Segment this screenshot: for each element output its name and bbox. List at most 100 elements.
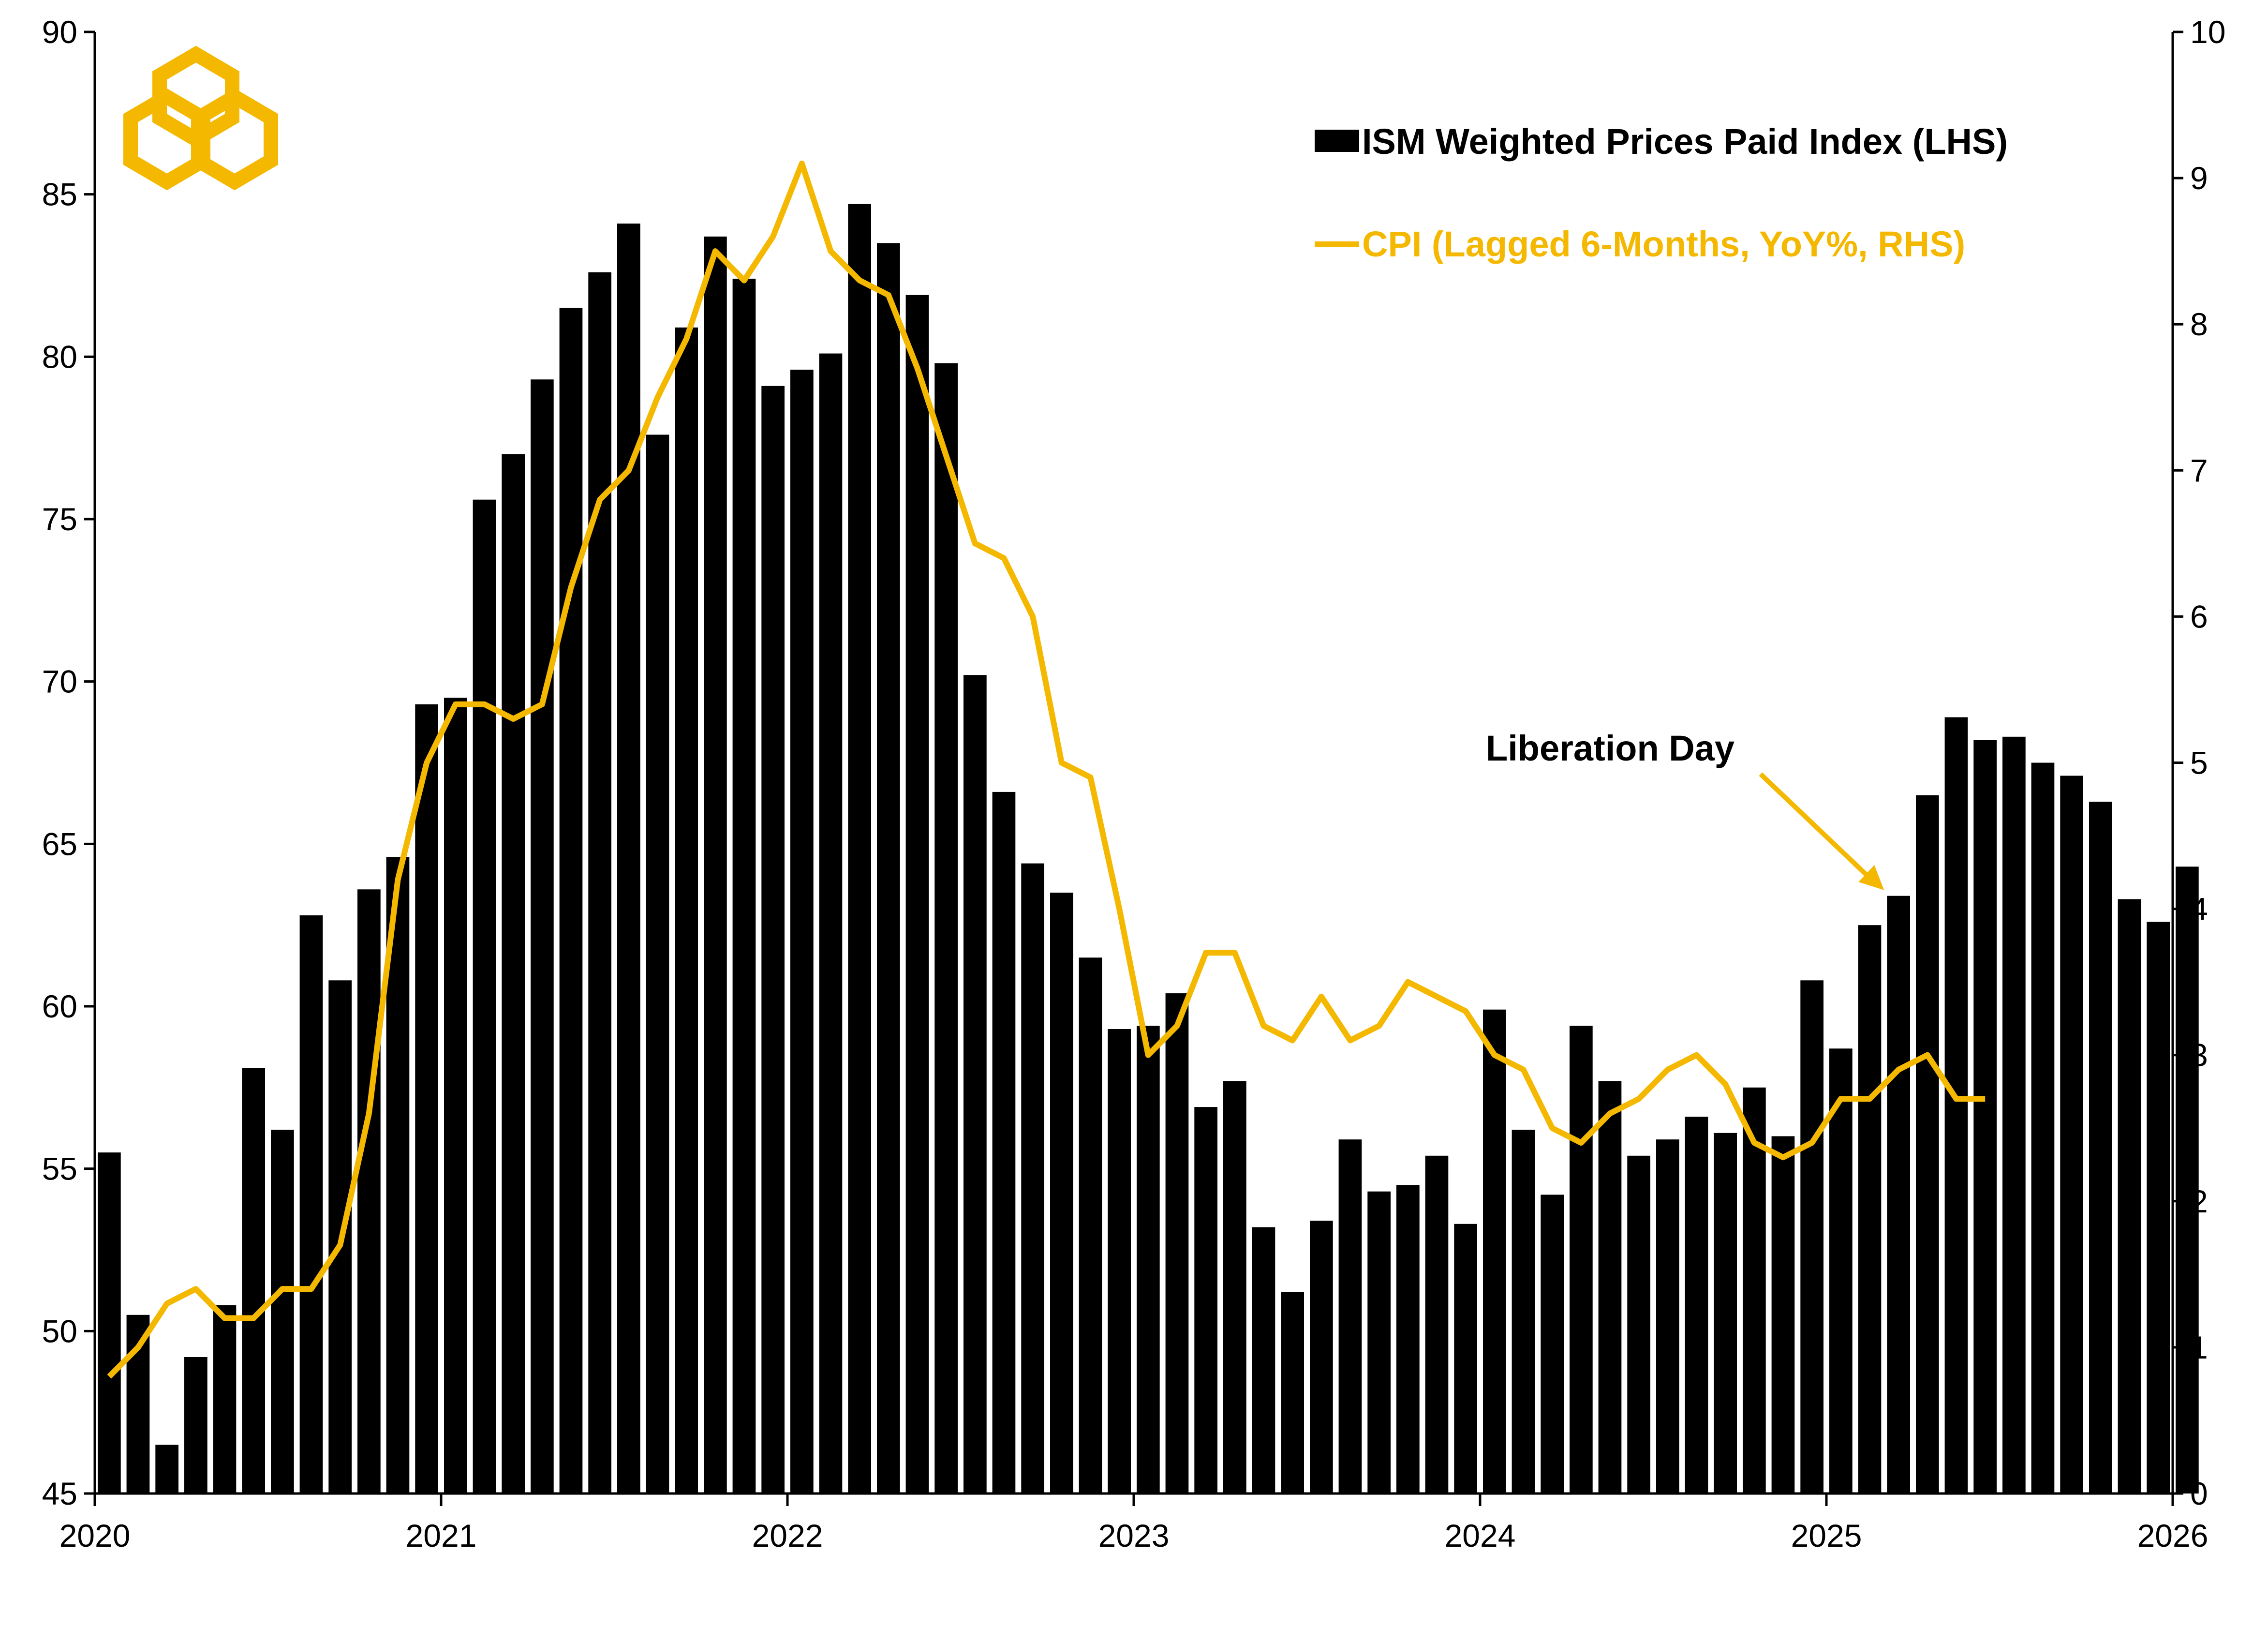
ism-bar bbox=[1166, 993, 1189, 1494]
ism-bar bbox=[1685, 1117, 1708, 1494]
legend: ISM Weighted Prices Paid Index (LHS) CPI… bbox=[1315, 121, 2008, 264]
ism-bar bbox=[242, 1068, 265, 1494]
ism-bar bbox=[1021, 864, 1044, 1494]
ism-bar bbox=[1425, 1156, 1449, 1494]
liberation-day-label: Liberation Day bbox=[1486, 728, 1734, 768]
ism-bar bbox=[2089, 802, 2112, 1494]
ism-bar bbox=[357, 889, 381, 1494]
ism-bar bbox=[1281, 1292, 1304, 1494]
right-tick-label: 4 bbox=[2190, 891, 2208, 927]
ism-bar bbox=[473, 500, 496, 1494]
ism-bar bbox=[761, 386, 785, 1494]
ism-bar-series bbox=[98, 204, 2199, 1494]
x-axis-ticks: 2020 2021 2022 2023 2024 2025 2026 bbox=[59, 1494, 2209, 1553]
ism-bar bbox=[1310, 1221, 1333, 1494]
x-tick-label: 2022 bbox=[752, 1518, 823, 1553]
right-tick-label: 2 bbox=[2190, 1183, 2208, 1219]
ism-bar bbox=[1858, 925, 1882, 1494]
left-tick-label: 80 bbox=[42, 339, 77, 374]
ism-bar bbox=[819, 354, 843, 1494]
liberation-day-annotation: Liberation Day bbox=[1486, 728, 1884, 890]
legend-swatch-ism bbox=[1315, 130, 1359, 152]
ism-bar bbox=[906, 295, 929, 1494]
left-axis-ticks: 45 50 55 60 65 70 75 80 85 90 bbox=[42, 14, 95, 1511]
ism-bar bbox=[1108, 1029, 1131, 1494]
right-tick-label: 9 bbox=[2190, 160, 2208, 196]
ism-bar bbox=[588, 272, 611, 1494]
left-tick-label: 70 bbox=[42, 664, 77, 700]
ism-bar bbox=[1050, 893, 1073, 1494]
ism-bar bbox=[98, 1152, 121, 1494]
interlocking-hexagons-logo bbox=[131, 54, 271, 182]
x-tick-label: 2025 bbox=[1791, 1518, 1862, 1553]
ism-bar bbox=[1512, 1130, 1535, 1494]
ism-bar bbox=[1714, 1133, 1737, 1494]
right-tick-label: 0 bbox=[2190, 1476, 2208, 1511]
ism-bar bbox=[2031, 763, 2055, 1494]
ism-bar bbox=[2002, 737, 2026, 1494]
legend-label-ism: ISM Weighted Prices Paid Index (LHS) bbox=[1362, 121, 2008, 162]
chart-root: 45 50 55 60 65 70 75 80 85 90 0 1 2 3 4 5 6 7 8 9 10 2020 20… bbox=[0, 0, 2268, 1643]
ism-bar bbox=[1454, 1224, 1477, 1494]
ism-bar bbox=[1137, 1026, 1160, 1494]
ism-bar bbox=[1367, 1192, 1391, 1494]
ism-bar bbox=[1800, 980, 1823, 1494]
left-tick-label: 75 bbox=[42, 501, 77, 537]
x-tick-label: 2023 bbox=[1098, 1518, 1170, 1553]
ism-bar bbox=[964, 675, 987, 1494]
left-tick-label: 60 bbox=[42, 988, 77, 1024]
ism-cpi-chart: 45505560657075808590 012345678910 2020 20… bbox=[0, 0, 2268, 1643]
left-tick-label: 90 bbox=[42, 14, 77, 50]
right-tick-label: 5 bbox=[2190, 745, 2208, 781]
left-tick-label: 85 bbox=[42, 177, 77, 212]
ism-bar bbox=[790, 370, 814, 1494]
right-tick-label: 10 bbox=[2190, 14, 2225, 50]
ism-bar bbox=[2176, 866, 2199, 1494]
x-tick-label: 2024 bbox=[1445, 1518, 1516, 1553]
right-tick-label: 3 bbox=[2190, 1037, 2208, 1073]
ism-bar bbox=[877, 243, 900, 1494]
ism-bar bbox=[1570, 1026, 1593, 1494]
x-tick-label: 2021 bbox=[406, 1518, 477, 1553]
ism-bar bbox=[1541, 1195, 1564, 1494]
ism-bar bbox=[993, 792, 1016, 1494]
ism-bar bbox=[560, 308, 583, 1494]
x-tick-label: 2020 bbox=[59, 1518, 131, 1553]
ism-bar bbox=[155, 1445, 178, 1494]
left-tick-label: 45 bbox=[42, 1476, 77, 1511]
left-tick-label: 65 bbox=[42, 826, 77, 862]
ism-bar bbox=[646, 435, 669, 1494]
ism-bar bbox=[1483, 1010, 1506, 1494]
left-tick-label: 50 bbox=[42, 1313, 77, 1349]
ism-bar bbox=[675, 328, 698, 1494]
ism-bar bbox=[2060, 776, 2083, 1494]
ism-bar bbox=[1772, 1136, 1795, 1494]
ism-bar bbox=[2118, 899, 2141, 1494]
ism-bar bbox=[502, 454, 525, 1494]
ism-bar bbox=[271, 1130, 294, 1494]
ism-bar bbox=[733, 279, 756, 1494]
right-tick-label: 6 bbox=[2190, 598, 2208, 634]
ism-bar bbox=[127, 1315, 150, 1494]
ism-bar bbox=[1339, 1139, 1362, 1494]
ism-bar bbox=[184, 1357, 208, 1494]
ism-bar bbox=[848, 204, 871, 1494]
right-tick-label: 7 bbox=[2190, 452, 2208, 488]
x-tick-label: 2026 bbox=[2137, 1518, 2209, 1553]
ism-bar bbox=[1887, 896, 1910, 1494]
legend-label-cpi: CPI (Lagged 6-Months, YoY%, RHS) bbox=[1362, 224, 1965, 264]
ism-bar bbox=[1599, 1081, 1622, 1494]
ism-bar bbox=[1194, 1107, 1217, 1494]
ism-bar bbox=[213, 1305, 237, 1494]
ism-bar bbox=[300, 915, 323, 1494]
ism-bar bbox=[1396, 1185, 1420, 1494]
ism-bar bbox=[1656, 1139, 1679, 1494]
ism-bar bbox=[531, 379, 554, 1494]
ism-bar bbox=[1945, 717, 1968, 1494]
ism-bar bbox=[1916, 795, 1939, 1494]
ism-bar bbox=[1079, 957, 1102, 1494]
ism-bar bbox=[415, 704, 438, 1494]
ism-bar bbox=[2147, 922, 2170, 1494]
liberation-day-arrow bbox=[1761, 774, 1875, 883]
right-tick-label: 8 bbox=[2190, 306, 2208, 342]
